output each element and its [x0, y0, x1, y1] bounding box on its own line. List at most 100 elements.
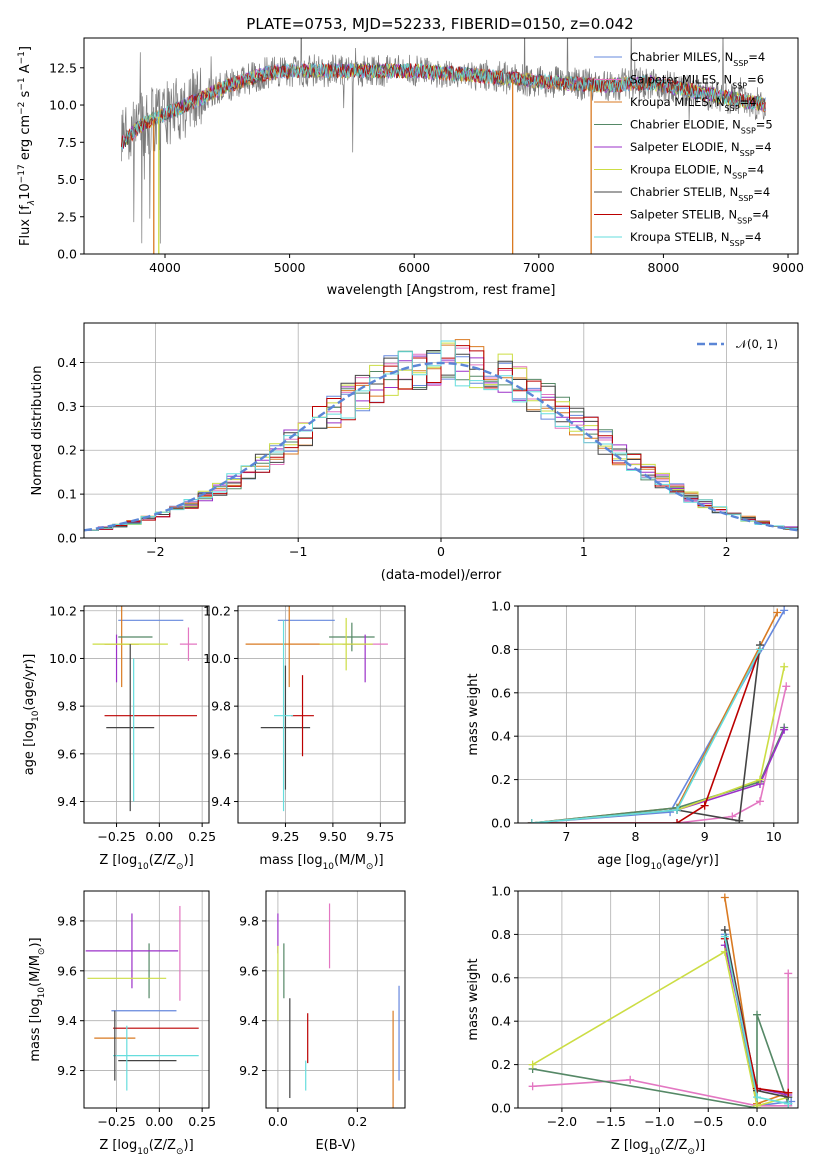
residuals-plot-area: [84, 323, 798, 538]
legend-label-4: Salpeter ELODIE, NSSP=4: [630, 140, 772, 158]
mass_weight_vs_age-marker-8-1: [673, 805, 682, 814]
mass_vs_ebv-frame: [265, 890, 406, 1109]
panel-mass_weight_vs_age: 7 8 9 10 0.0 0.2 0.4 0.6 0.8 1.0 age [log10(age/yr…: [466, 599, 799, 872]
residuals-ytick-label: 0.0: [57, 531, 77, 546]
residuals-xtick-label: −1: [289, 544, 307, 559]
mass_weight_vs_age-marker-2-2: [773, 608, 782, 617]
mass_vs_Z-plot-area: [84, 891, 209, 1108]
spectrum-xlabel: wavelength [Angstrom, rest frame]: [327, 283, 556, 298]
residuals-frame: [83, 322, 799, 539]
mass_weight_vs_age-xtick-label: 10: [766, 829, 782, 844]
normal-curve: [84, 361, 798, 532]
age_vs_Z-xlabel: Z [log10(Z/Z⊙)]: [99, 853, 193, 872]
panel-age_vs_mass: 9.25 9.50 9.75 9.4 9.6 9.8 10.0 10.2 mass [log10…: [203, 603, 406, 872]
residual-hist-8: [84, 340, 798, 538]
mass_weight_vs_Z-plot-area: [518, 891, 798, 1108]
mass_vs_ebv-xtick-label: 0.2: [347, 1114, 367, 1129]
age_vs_mass-xtick-label: 9.50: [319, 829, 347, 844]
mass_weight_vs_age-ytick-label: 0.2: [491, 772, 511, 787]
panel-spectrum: 4000 5000 6000 7000 8000 9000 0.0 2.5 5.0 7.5 10.0…: [17, 37, 804, 298]
mass_weight_vs_age-marker-0-2: [780, 606, 789, 615]
spectrum-ytick-label: 2.5: [57, 209, 77, 224]
spectrum-xtick-label: 4000: [149, 260, 181, 275]
mass_weight_vs_Z-xtick-label: 0.0: [747, 1114, 767, 1129]
mass_weight_vs_age-ytick-label: 0.6: [491, 685, 511, 700]
mass_weight_vs_Z-marker-5-0: [528, 1060, 537, 1069]
mass_vs_Z-xtick-label: 0.25: [188, 1114, 216, 1129]
age_vs_mass-xtick-label: 9.75: [366, 829, 394, 844]
mass_weight_vs_age-marker-1-3: [755, 797, 764, 806]
age_vs_Z-ytick-label: 9.6: [57, 746, 77, 761]
spectrum-xtick-label: 6000: [398, 260, 430, 275]
spectrum-xtick-label: 5000: [274, 260, 306, 275]
spectrum-ylabel: Flux [fλ10−17 erg cm−2 s−1 A−1]: [17, 46, 37, 246]
age_vs_Z-xtick-label: 0.25: [188, 829, 216, 844]
age_vs_Z-ylabel: age [log10(age/yr)]: [22, 654, 41, 776]
residuals-xtick-label: 0: [437, 544, 445, 559]
mass_weight_vs_age-plot-area: [518, 606, 798, 823]
mass_weight_vs_Z-marker-5-2: [753, 1101, 762, 1108]
mass_weight_vs_Z-marker-1-0: [528, 1082, 537, 1091]
age_vs_Z-ytick-label: 9.8: [57, 699, 77, 714]
residuals-ytick-label: 0.4: [57, 355, 77, 370]
panel-mass_vs_ebv: 0.0 0.2 9.2 9.4 9.6 9.8 E(B-V): [239, 890, 406, 1153]
mass_weight_vs_age-ytick-label: 0.0: [491, 816, 511, 831]
spectrum-ytick-label: 7.5: [57, 135, 77, 150]
spectrum-xtick-label: 7000: [523, 260, 555, 275]
age_vs_mass-plot-area: [238, 606, 405, 823]
mass_vs_Z-ytick-label: 9.8: [57, 913, 77, 928]
mass_weight_vs_Z-curve-3: [532, 1014, 789, 1108]
mass_weight_vs_Z-xtick-label: −0.5: [693, 1114, 723, 1129]
mass_weight_vs_age-xlabel: age [log10(age/yr)]: [597, 853, 719, 872]
residuals-ylabel: Normed distribution: [30, 366, 45, 496]
mass_weight_vs_age-marker-6-1: [735, 816, 744, 823]
mass_weight_vs_Z-ytick-label: 0.0: [491, 1101, 511, 1116]
mass_vs_Z-xlabel: Z [log10(Z/Z⊙)]: [99, 1138, 193, 1157]
normal-legend-label: 𝒩(0, 1): [736, 337, 778, 351]
spectrum-plot-area: [121, 38, 766, 254]
age_vs_mass-xtick-label: 9.25: [272, 829, 300, 844]
age_vs_mass-ytick-label: 10.0: [203, 651, 231, 666]
age_vs_Z-ytick-label: 10.0: [49, 651, 77, 666]
age_vs_mass-frame: [237, 605, 406, 824]
mass_weight_vs_age-marker-8-0: [527, 819, 536, 823]
residuals-xtick-label: 2: [723, 544, 731, 559]
mass_weight_vs_Z-xtick-label: −1.5: [596, 1114, 626, 1129]
spectrum-ytick-label: 12.5: [49, 60, 77, 75]
spectrum-ytick-label: 5.0: [57, 172, 77, 187]
mass_weight_vs_age-frame: [517, 605, 799, 824]
panel-mass_vs_Z: −0.25 0.00 0.25 9.2 9.4 9.6 9.8 Z [log10(Z/Z⊙)]…: [28, 890, 216, 1157]
spectrum-legend: Chabrier MILES, NSSP=4 Salpeter MILES, NS…: [594, 50, 773, 248]
mass_weight_vs_Z-xtick-label: −1.0: [644, 1114, 674, 1129]
mass_weight_vs_Z-marker-7-2: [784, 1088, 793, 1097]
mass_vs_ebv-ytick-label: 9.4: [239, 1013, 259, 1028]
mass_weight_vs_age-xtick-label: 8: [632, 829, 640, 844]
mass_weight_vs_age-marker-7-2: [700, 801, 709, 810]
mass_vs_Z-frame: [83, 890, 210, 1109]
spectrum-xtick-label: 8000: [648, 260, 680, 275]
legend-label-2: Kroupa MILES, NSSP=4: [630, 95, 756, 113]
mass_weight_vs_age-marker-7-1: [673, 819, 682, 823]
mass_weight_vs_Z-marker-8-2: [784, 1099, 793, 1108]
mass_weight_vs_age-ytick-label: 0.4: [491, 729, 511, 744]
residuals-ytick-label: 0.3: [57, 399, 77, 414]
age_vs_mass-ytick-label: 10.2: [203, 603, 231, 618]
legend-label-3: Chabrier ELODIE, NSSP=5: [630, 118, 773, 136]
mass_weight_vs_age-marker-5-2: [755, 775, 764, 784]
panel-residuals: −2 −1 0 1 2 0.0 0.1 0.2 0.3 0.4 (data-model)/error…: [30, 322, 799, 583]
panel-age_vs_Z: −0.25 0.00 0.25 9.4 9.6 9.8 10.0 10.2 Z [log10(Z…: [22, 603, 216, 872]
mass_weight_vs_age-marker-4-3: [780, 725, 789, 734]
mass_weight_vs_age-xtick-label: 9: [701, 829, 709, 844]
mass_vs_ebv-xtick-label: 0.0: [268, 1114, 288, 1129]
mass_vs_Z-ylabel: mass [log10(M/M⊙)]: [28, 937, 47, 1061]
mass_vs_ebv-plot-area: [266, 891, 405, 1108]
mass_weight_vs_Z-ytick-label: 0.2: [491, 1057, 511, 1072]
mass_weight_vs_Z-marker-1-4: [784, 969, 793, 978]
residuals-ytick-label: 0.2: [57, 443, 77, 458]
mass_weight_vs_Z-frame: [517, 890, 799, 1109]
mass_weight_vs_Z-marker-2-0: [720, 893, 729, 902]
mass_vs_Z-ytick-label: 9.4: [57, 1013, 77, 1028]
residuals-xlabel: (data-model)/error: [381, 568, 502, 583]
legend-label-7: Salpeter STELIB, NSSP=4: [630, 208, 769, 226]
mass_vs_ebv-xlabel: E(B-V): [315, 1138, 355, 1153]
